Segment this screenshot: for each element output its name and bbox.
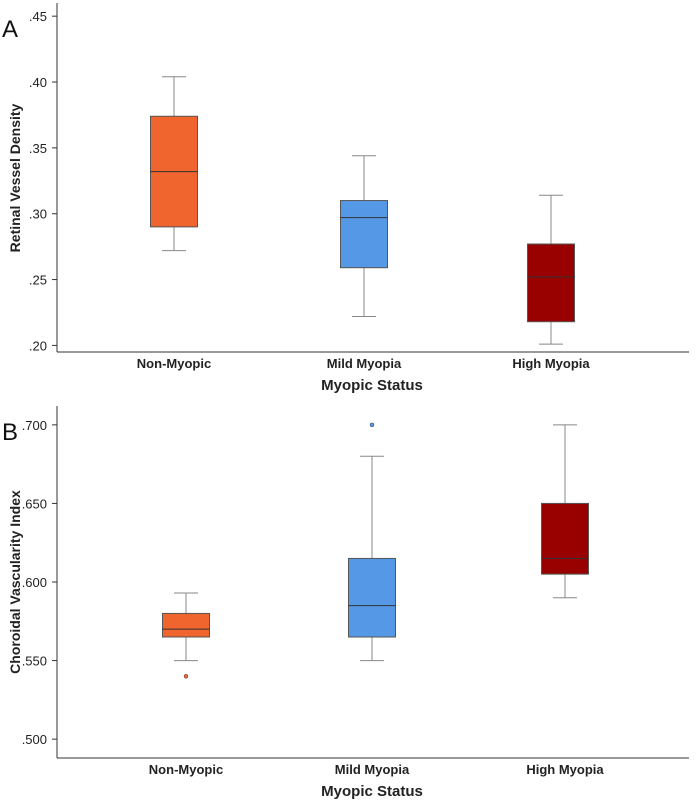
x-category-label: Mild Myopia <box>335 762 410 777</box>
panel-b-y-axis-label: Choroidal Vascularity Index <box>7 490 23 674</box>
y-tick-label: .650 <box>22 496 47 511</box>
panel-b-x-axis-label: Myopic Status <box>321 783 423 800</box>
box-mild-myopia <box>348 422 396 662</box>
iqr-box <box>541 502 589 575</box>
panel-b: B .500 .550 .600 .650 .700 Non-Myopic Mild My… <box>2 406 689 800</box>
box-mild-myopia <box>340 155 388 317</box>
iqr-box <box>162 612 210 638</box>
x-category-label: Mild Myopia <box>327 356 402 371</box>
x-category-label: Non-Myopic <box>137 356 211 371</box>
y-tick-label: .30 <box>29 207 47 222</box>
iqr-box <box>527 243 575 323</box>
y-tick-label: .40 <box>29 75 47 90</box>
box-high-myopia <box>541 424 589 599</box>
x-category-label: High Myopia <box>526 762 604 777</box>
y-tick-label: .500 <box>22 732 47 747</box>
panel-a-label: A <box>2 16 18 43</box>
outlier-point <box>183 674 189 679</box>
panel-a: A .20 .25 .30 .35 .40 .45 Non-Myopic Mild Myop… <box>2 3 689 394</box>
y-tick-label: .25 <box>29 273 47 288</box>
y-tick-label: .550 <box>22 654 47 669</box>
iqr-box <box>348 557 396 638</box>
panel-a-category-labels: Non-Myopic Mild Myopia High Myopia <box>137 356 591 371</box>
iqr-box <box>340 200 388 269</box>
panel-a-x-axis-label: Myopic Status <box>321 377 423 394</box>
panel-b-y-ticks: .500 .550 .600 .650 .700 <box>22 418 57 747</box>
panel-a-y-ticks: .20 .25 .30 .35 .40 .45 <box>29 9 57 353</box>
outlier-point <box>369 422 375 428</box>
y-tick-label: .700 <box>22 418 47 433</box>
panel-b-category-labels: Non-Myopic Mild Myopia High Myopia <box>149 762 605 777</box>
y-tick-label: .20 <box>29 338 47 353</box>
box-non-myopic <box>150 76 198 252</box>
panel-a-boxes <box>150 76 575 345</box>
panel-b-label: B <box>2 419 18 446</box>
y-tick-label: .35 <box>29 141 47 156</box>
box-high-myopia <box>527 194 575 345</box>
y-tick-label: .45 <box>29 9 47 24</box>
panel-a-y-axis-label: Retinal Vessel Density <box>7 103 23 252</box>
x-category-label: High Myopia <box>512 356 590 371</box>
box-non-myopic <box>162 592 210 679</box>
panel-b-boxes <box>162 422 589 679</box>
y-tick-label: .600 <box>22 575 47 590</box>
x-category-label: Non-Myopic <box>149 762 223 777</box>
